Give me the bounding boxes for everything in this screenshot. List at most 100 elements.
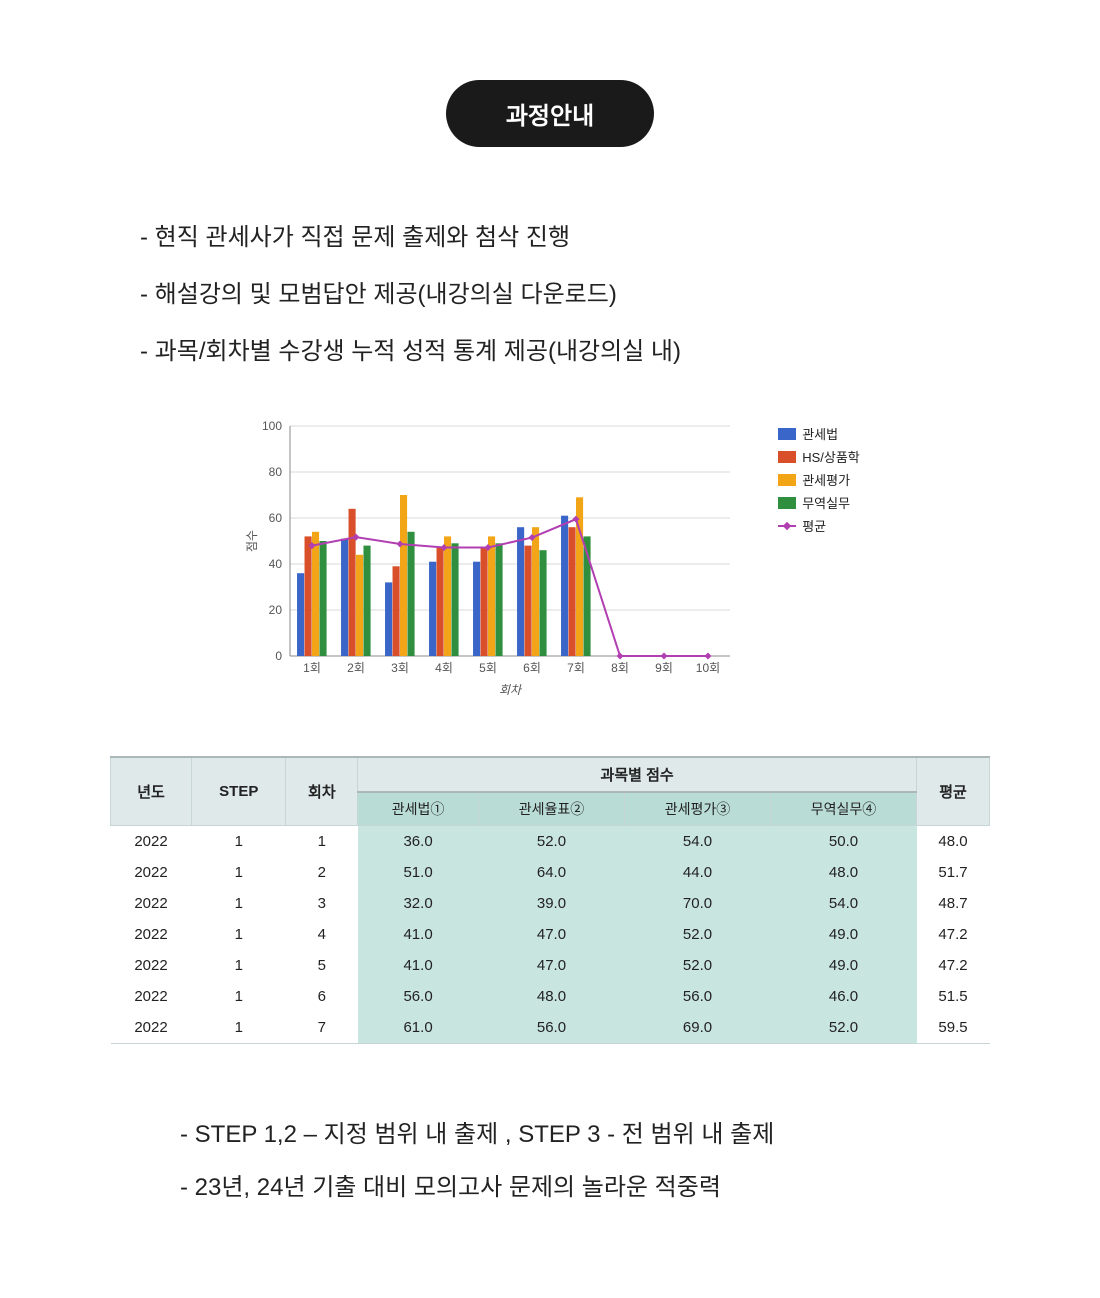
- page: 과정안내 - 현직 관세사가 직접 문제 출제와 첨삭 진행 - 해설강의 및 …: [0, 0, 1100, 1280]
- table-cell: 2022: [111, 888, 192, 919]
- col-s3: 관세평가③: [624, 792, 770, 826]
- table-cell: 6: [286, 981, 358, 1012]
- score-cell: 41.0: [358, 919, 479, 950]
- score-cell: 50.0: [771, 826, 917, 858]
- table-cell: 48.7: [917, 888, 990, 919]
- score-cell: 32.0: [358, 888, 479, 919]
- score-table: 년도 STEP 회차 과목별 점수 평균 관세법① 관세율표② 관세평가③ 무역…: [110, 756, 990, 1044]
- score-cell: 70.0: [624, 888, 770, 919]
- table-row: 20221332.039.070.054.048.7: [111, 888, 990, 919]
- table-cell: 7: [286, 1012, 358, 1044]
- svg-text:40: 40: [269, 557, 283, 571]
- table-cell: 1: [192, 919, 286, 950]
- svg-text:10회: 10회: [696, 661, 720, 675]
- score-cell: 52.0: [478, 826, 624, 858]
- table-cell: 3: [286, 888, 358, 919]
- table-cell: 47.2: [917, 919, 990, 950]
- svg-text:7회: 7회: [567, 661, 585, 675]
- col-s1: 관세법①: [358, 792, 479, 826]
- score-table-container: 년도 STEP 회차 과목별 점수 평균 관세법① 관세율표② 관세평가③ 무역…: [110, 756, 990, 1044]
- legend-item: HS/상품학: [778, 447, 860, 466]
- svg-text:4회: 4회: [435, 661, 453, 675]
- score-cell: 56.0: [624, 981, 770, 1012]
- svg-text:100: 100: [262, 419, 282, 433]
- table-row: 20221251.064.044.048.051.7: [111, 857, 990, 888]
- table-cell: 2022: [111, 981, 192, 1012]
- legend-line: [778, 525, 796, 527]
- svg-text:1회: 1회: [303, 661, 321, 675]
- table-cell: 2022: [111, 950, 192, 981]
- table-cell: 2: [286, 857, 358, 888]
- footer-bullet: - STEP 1,2 – 지정 범위 내 출제 , STEP 3 - 전 범위 …: [180, 1114, 1020, 1149]
- legend-label: HS/상품학: [802, 447, 860, 466]
- svg-text:점수: 점수: [245, 530, 259, 552]
- col-avg: 평균: [917, 757, 990, 826]
- score-cell: 56.0: [358, 981, 479, 1012]
- score-cell: 44.0: [624, 857, 770, 888]
- table-row: 20221136.052.054.050.048.0: [111, 826, 990, 858]
- table-cell: 1: [286, 826, 358, 858]
- score-cell: 47.0: [478, 950, 624, 981]
- svg-text:5회: 5회: [479, 661, 497, 675]
- table-row: 20221761.056.069.052.059.5: [111, 1012, 990, 1044]
- table-row: 20221441.047.052.049.047.2: [111, 919, 990, 950]
- table-cell: 51.5: [917, 981, 990, 1012]
- score-cell: 48.0: [478, 981, 624, 1012]
- page-title-pill: 과정안내: [446, 80, 654, 147]
- col-s2: 관세율표②: [478, 792, 624, 826]
- top-bullet: - 과목/회차별 수강생 누적 성적 통계 제공(내강의실 내): [140, 331, 1020, 366]
- legend-label: 평균: [802, 516, 826, 535]
- table-cell: 2022: [111, 919, 192, 950]
- table-cell: 1: [192, 950, 286, 981]
- svg-text:80: 80: [269, 465, 283, 479]
- legend-label: 관세평가: [802, 470, 850, 489]
- score-cell: 64.0: [478, 857, 624, 888]
- legend-item: 평균: [778, 516, 860, 535]
- score-cell: 41.0: [358, 950, 479, 981]
- table-cell: 2022: [111, 1012, 192, 1044]
- table-row: 20221541.047.052.049.047.2: [111, 950, 990, 981]
- table-cell: 1: [192, 981, 286, 1012]
- score-cell: 47.0: [478, 919, 624, 950]
- score-cell: 49.0: [771, 950, 917, 981]
- score-cell: 54.0: [624, 826, 770, 858]
- score-cell: 36.0: [358, 826, 479, 858]
- svg-text:9회: 9회: [655, 661, 673, 675]
- score-cell: 51.0: [358, 857, 479, 888]
- score-cell: 49.0: [771, 919, 917, 950]
- legend-label: 무역실무: [802, 493, 850, 512]
- footer-bullet: - 23년, 24년 기출 대비 모의고사 문제의 놀라운 적중력: [180, 1167, 1020, 1202]
- svg-text:8회: 8회: [611, 661, 629, 675]
- legend-item: 관세평가: [778, 470, 860, 489]
- col-round: 회차: [286, 757, 358, 826]
- footer-bullet-list: - STEP 1,2 – 지정 범위 내 출제 , STEP 3 - 전 범위 …: [80, 1114, 1020, 1202]
- score-cell: 48.0: [771, 857, 917, 888]
- col-year: 년도: [111, 757, 192, 826]
- svg-text:60: 60: [269, 511, 283, 525]
- score-cell: 52.0: [771, 1012, 917, 1044]
- col-s4: 무역실무④: [771, 792, 917, 826]
- chart-container: 020406080100점수1회2회3회4회5회6회7회8회9회10회회차 관세…: [80, 416, 1020, 726]
- svg-text:6회: 6회: [523, 661, 541, 675]
- legend-item: 무역실무: [778, 493, 860, 512]
- table-cell: 48.0: [917, 826, 990, 858]
- table-row: 20221656.048.056.046.051.5: [111, 981, 990, 1012]
- top-bullet: - 현직 관세사가 직접 문제 출제와 첨삭 진행: [140, 217, 1020, 252]
- svg-text:3회: 3회: [391, 661, 409, 675]
- legend-swatch: [778, 497, 796, 509]
- table-cell: 5: [286, 950, 358, 981]
- legend-swatch: [778, 474, 796, 486]
- score-cell: 52.0: [624, 950, 770, 981]
- table-cell: 1: [192, 857, 286, 888]
- table-cell: 59.5: [917, 1012, 990, 1044]
- score-cell: 46.0: [771, 981, 917, 1012]
- svg-text:0: 0: [276, 649, 283, 663]
- score-chart: 020406080100점수1회2회3회4회5회6회7회8회9회10회회차: [240, 416, 760, 726]
- table-cell: 1: [192, 1012, 286, 1044]
- table-cell: 4: [286, 919, 358, 950]
- score-cell: 54.0: [771, 888, 917, 919]
- chart-legend: 관세법HS/상품학관세평가무역실무평균: [778, 424, 860, 539]
- score-cell: 39.0: [478, 888, 624, 919]
- svg-text:회차: 회차: [499, 683, 523, 697]
- table-cell: 2022: [111, 857, 192, 888]
